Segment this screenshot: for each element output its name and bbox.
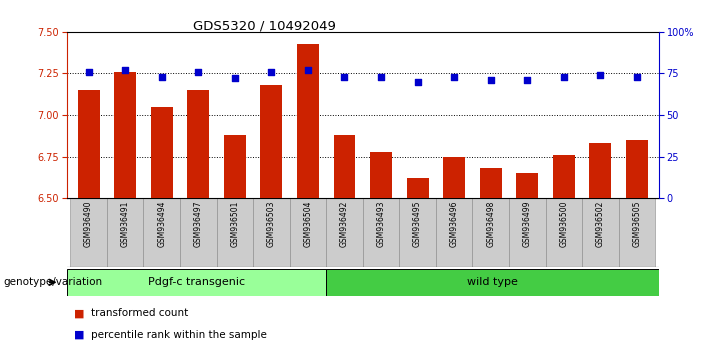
Text: GSM936491: GSM936491 — [121, 200, 130, 247]
Text: GSM936492: GSM936492 — [340, 200, 349, 247]
Text: GSM936502: GSM936502 — [596, 200, 605, 247]
Point — [156, 74, 168, 80]
Text: GSM936500: GSM936500 — [559, 200, 569, 247]
Bar — [472, 198, 509, 267]
Point — [83, 69, 94, 75]
Bar — [78, 90, 100, 198]
Text: GSM936494: GSM936494 — [157, 200, 166, 247]
Bar — [180, 198, 217, 267]
Text: genotype/variation: genotype/variation — [4, 277, 102, 287]
Text: GSM936493: GSM936493 — [376, 200, 386, 247]
Point — [302, 67, 313, 73]
Bar — [517, 173, 538, 198]
Bar — [479, 168, 502, 198]
Bar — [253, 198, 290, 267]
Text: GDS5320 / 10492049: GDS5320 / 10492049 — [193, 19, 336, 33]
Bar — [370, 152, 392, 198]
Bar — [326, 269, 659, 296]
Bar — [363, 198, 400, 267]
Bar — [107, 198, 144, 267]
Point — [558, 74, 569, 80]
Bar — [67, 269, 326, 296]
Bar — [407, 178, 428, 198]
Bar — [509, 198, 545, 267]
Text: GSM936505: GSM936505 — [632, 200, 641, 247]
Text: ■: ■ — [74, 308, 84, 318]
Bar — [619, 198, 655, 267]
Point — [266, 69, 277, 75]
Bar — [151, 107, 172, 198]
Text: GSM936495: GSM936495 — [413, 200, 422, 247]
Point — [632, 74, 643, 80]
Text: GSM936499: GSM936499 — [523, 200, 532, 247]
Point — [522, 77, 533, 83]
Bar — [582, 198, 619, 267]
Text: GSM936496: GSM936496 — [449, 200, 458, 247]
Bar — [224, 135, 246, 198]
Bar — [217, 198, 253, 267]
Bar — [290, 198, 326, 267]
Bar — [70, 198, 107, 267]
Point — [412, 79, 423, 85]
Text: ■: ■ — [74, 330, 84, 339]
Point — [229, 76, 240, 81]
Text: percentile rank within the sample: percentile rank within the sample — [91, 330, 267, 339]
Bar — [326, 198, 363, 267]
Text: Pdgf-c transgenic: Pdgf-c transgenic — [148, 277, 245, 287]
Point — [339, 74, 350, 80]
Text: wild type: wild type — [467, 277, 518, 287]
Bar — [443, 156, 465, 198]
Bar — [400, 198, 436, 267]
Bar — [144, 198, 180, 267]
Bar — [436, 198, 472, 267]
Bar — [626, 140, 648, 198]
Bar — [553, 155, 575, 198]
Bar — [590, 143, 611, 198]
Text: GSM936504: GSM936504 — [304, 200, 313, 247]
Text: GSM936490: GSM936490 — [84, 200, 93, 247]
Bar — [545, 198, 582, 267]
Text: GSM936501: GSM936501 — [231, 200, 239, 247]
Point — [449, 74, 460, 80]
Text: GSM936497: GSM936497 — [193, 200, 203, 247]
Bar — [187, 90, 209, 198]
Text: transformed count: transformed count — [91, 308, 189, 318]
Bar — [297, 44, 319, 198]
Point — [485, 77, 496, 83]
Point — [595, 72, 606, 78]
Text: GSM936498: GSM936498 — [486, 200, 495, 247]
Bar — [260, 85, 283, 198]
Text: GSM936503: GSM936503 — [267, 200, 276, 247]
Point — [119, 67, 130, 73]
Bar — [334, 135, 355, 198]
Point — [376, 74, 387, 80]
Bar — [114, 72, 136, 198]
Point — [193, 69, 204, 75]
